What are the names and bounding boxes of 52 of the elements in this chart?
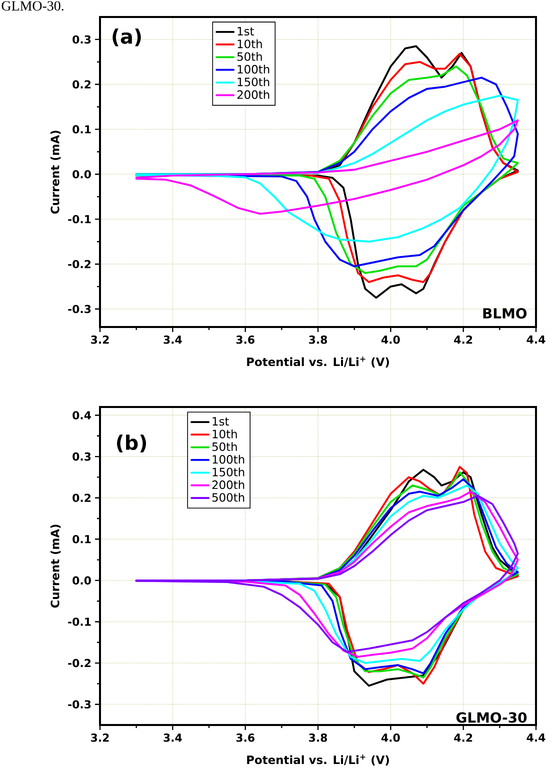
y-tick-label: -0.2 <box>68 260 91 268</box>
y-tick-label: 0.4 <box>72 411 91 420</box>
legend-label: 1st <box>212 417 229 426</box>
legend-label: 10th <box>238 39 262 48</box>
legend-label: 100th <box>212 454 244 464</box>
y-tick-label: 0.0 <box>72 170 91 178</box>
y-tick-label: 0.3 <box>72 35 91 44</box>
y-tick-label: -0.3 <box>68 304 91 314</box>
y-tick-label: 0.0 <box>72 576 91 585</box>
legend-label: 10th <box>212 429 237 438</box>
x-tick-label: 4.0 <box>381 734 400 742</box>
annotation: BLMO <box>483 308 527 319</box>
y-tick-label: 0.1 <box>72 125 91 134</box>
x-tick-label: 4.0 <box>381 336 400 344</box>
y-tick-label: -0.3 <box>68 700 91 708</box>
legend-label: 200th <box>237 90 270 99</box>
y-tick-label: 0.2 <box>72 494 91 502</box>
legend-label: 50th <box>212 442 237 452</box>
annotation: GLMO-30 <box>456 712 527 723</box>
legend-label: 150th <box>238 77 270 86</box>
y-axis-title: Current (mA) <box>50 524 61 608</box>
annotation: (b) <box>116 434 146 452</box>
legend-label: 1st <box>238 27 254 36</box>
x-tick-label: 4.2 <box>454 734 472 742</box>
y-axis-title: Current (mA) <box>50 130 61 214</box>
x-axis-title: Potential vs. Li/Li$^{+}$ (V) <box>247 754 389 766</box>
y-tick-label: 0.3 <box>72 452 91 461</box>
x-tick-label: 3.4 <box>164 336 182 344</box>
annotation: (a) <box>112 28 141 46</box>
x-tick-label: 3.8 <box>309 336 328 344</box>
y-tick-label: 0.2 <box>72 80 91 89</box>
x-tick-label: 4.4 <box>526 336 546 344</box>
x-tick-label: 3.4 <box>164 734 182 742</box>
legend-label: 500th <box>212 492 244 502</box>
x-axis-title: Potential vs. Li/Li$^{+}$ (V) <box>247 356 389 368</box>
y-tick-label: 0.1 <box>72 535 91 544</box>
y-tick-label: -0.1 <box>68 215 91 224</box>
x-tick-label: 3.6 <box>236 734 254 742</box>
legend-label: 100th <box>238 64 270 74</box>
text: GLMO-30. <box>2 1 64 11</box>
x-tick-label: 4.4 <box>526 734 546 742</box>
legend-label: 50th <box>237 52 262 61</box>
x-tick-label: 3.2 <box>91 336 109 344</box>
x-tick-label: 3.6 <box>236 336 254 344</box>
legend-label: 200th <box>212 480 244 490</box>
line-series <box>135 119 519 215</box>
x-tick-label: 4.2 <box>454 336 472 344</box>
y-tick-label: -0.1 <box>68 618 91 626</box>
legend-label: 150th <box>212 468 244 476</box>
x-tick-label: 3.8 <box>309 734 328 742</box>
x-tick-label: 3.2 <box>91 734 109 742</box>
y-tick-label: -0.2 <box>68 658 91 668</box>
